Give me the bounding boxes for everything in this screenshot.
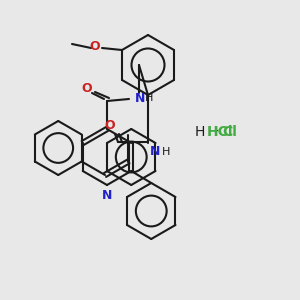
- Text: N: N: [102, 189, 112, 202]
- Text: H: H: [145, 93, 153, 103]
- Text: N: N: [150, 145, 160, 158]
- Text: O: O: [104, 119, 115, 132]
- Text: O: O: [89, 40, 100, 53]
- Text: O: O: [82, 82, 92, 95]
- Text: –: –: [212, 125, 218, 139]
- Text: Cl: Cl: [222, 125, 237, 139]
- Text: H: H: [195, 125, 205, 139]
- Text: HCl: HCl: [207, 125, 233, 139]
- Text: N: N: [135, 92, 146, 106]
- Text: H: H: [162, 147, 170, 157]
